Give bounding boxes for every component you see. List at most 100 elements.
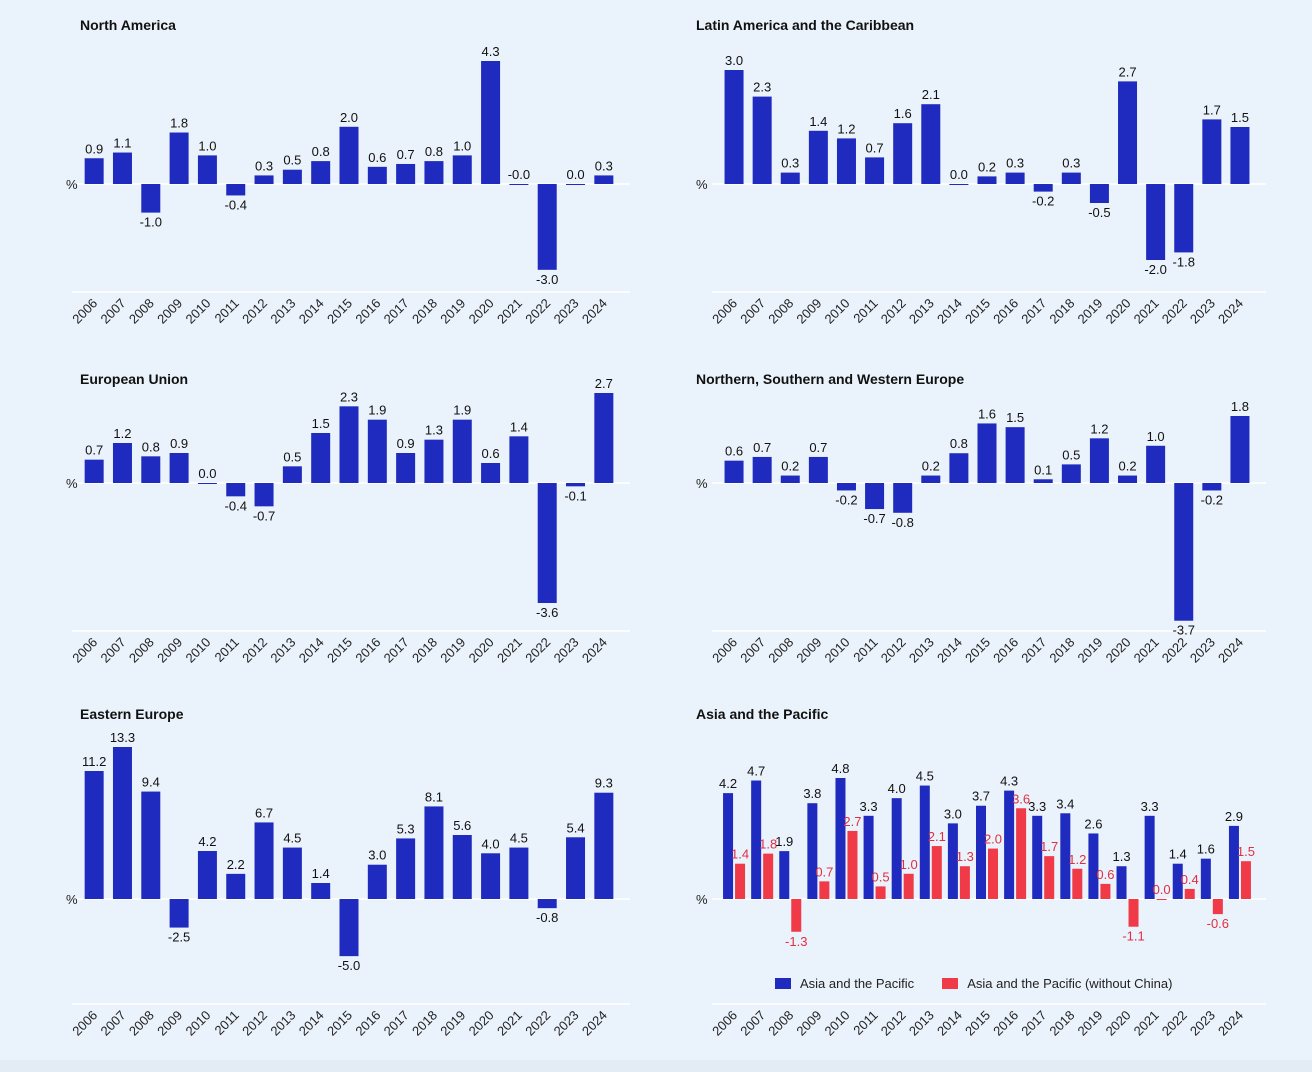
x-tick-label: 2010	[182, 296, 213, 327]
bar	[282, 466, 302, 483]
data-label: 2.3	[753, 80, 771, 95]
x-tick-label: 2014	[934, 296, 965, 327]
x-tick-label: 2023	[551, 1008, 582, 1039]
x-tick-label: 2017	[1018, 296, 1049, 327]
bar	[226, 184, 246, 196]
bar	[311, 161, 331, 184]
data-label: 1.3	[1112, 849, 1130, 864]
bar	[197, 851, 217, 899]
bar	[836, 483, 856, 491]
data-label: 1.9	[368, 403, 386, 418]
bar	[311, 433, 331, 483]
data-label: 1.0	[198, 138, 216, 153]
data-label: 1.2	[1090, 421, 1108, 436]
data-label: -0.2	[1201, 492, 1223, 507]
x-tick-label: 2009	[154, 1008, 185, 1039]
bar	[977, 176, 997, 184]
data-label: 1.5	[1237, 844, 1255, 859]
x-tick-label: 2013	[267, 635, 298, 666]
data-label: 4.5	[510, 831, 528, 846]
bar	[921, 475, 941, 483]
data-label: 0.6	[482, 446, 500, 461]
data-label: 0.0	[198, 466, 216, 481]
data-label: 0.9	[397, 436, 415, 451]
bar	[1060, 813, 1071, 899]
data-label: 0.3	[595, 158, 613, 173]
data-label: -0.4	[225, 498, 247, 513]
bar	[537, 899, 557, 909]
data-label: 5.3	[397, 821, 415, 836]
bar	[1004, 790, 1015, 899]
x-tick-label: 2017	[381, 1008, 412, 1039]
page-footer-strip	[0, 1060, 1312, 1072]
x-tick-label: 2019	[1074, 1008, 1105, 1039]
bar	[1072, 868, 1083, 899]
x-tick-label: 2008	[765, 296, 796, 327]
y-axis-unit-label: %	[696, 177, 708, 192]
x-tick-label: 2023	[1187, 635, 1218, 666]
bar	[254, 822, 274, 899]
chart-panel-latin-america: Latin America and the Caribbean % 3.0 2006…	[696, 17, 1266, 347]
data-label: 0.7	[85, 443, 103, 458]
x-tick-label: 2006	[69, 296, 100, 327]
x-tick-label: 2008	[126, 1008, 157, 1039]
x-tick-label: 2011	[211, 296, 241, 326]
bar	[452, 835, 472, 899]
bar	[1174, 184, 1194, 253]
bar	[1032, 815, 1043, 899]
bar	[1118, 475, 1138, 483]
data-label: 0.0	[1153, 882, 1171, 897]
bar	[735, 863, 746, 899]
legend-item[interactable]: Asia and the Pacific	[775, 976, 914, 991]
bar	[84, 158, 104, 184]
data-label: 3.0	[368, 848, 386, 863]
bar	[808, 130, 828, 184]
x-tick-label: 2008	[765, 635, 796, 666]
data-label: 0.3	[1062, 156, 1080, 171]
y-axis-unit-label: %	[696, 892, 708, 907]
bar	[566, 184, 586, 185]
x-tick-label: 2009	[154, 296, 185, 327]
bar	[141, 184, 161, 213]
x-tick-label: 2016	[990, 635, 1021, 666]
bar	[1156, 899, 1167, 900]
data-label: -1.1	[1122, 929, 1144, 944]
bar	[847, 830, 858, 899]
bar	[1088, 833, 1099, 899]
data-label: 0.4	[1181, 872, 1199, 887]
bar	[481, 61, 501, 184]
x-tick-label: 2011	[850, 635, 880, 665]
data-label: 9.4	[142, 775, 160, 790]
x-tick-label: 2007	[98, 635, 129, 666]
data-label: 1.8	[170, 116, 188, 131]
data-label: -0.6	[1207, 916, 1229, 931]
data-label: 0.9	[170, 436, 188, 451]
bar	[1100, 883, 1111, 899]
data-label: 0.5	[1062, 447, 1080, 462]
bar	[594, 792, 614, 899]
bar	[452, 155, 472, 184]
legend-item[interactable]: Asia and the Pacific (without China)	[942, 976, 1172, 991]
data-label: -0.8	[891, 515, 913, 530]
bar	[226, 873, 246, 899]
data-label: -0.7	[253, 508, 275, 523]
data-label: 1.9	[775, 834, 793, 849]
bar	[1202, 119, 1222, 184]
x-tick-label: 2020	[1103, 1008, 1134, 1039]
x-tick-label: 2021	[494, 1008, 525, 1039]
data-label: -1.8	[1173, 254, 1195, 269]
x-tick-label: 2017	[381, 635, 412, 666]
data-label: 2.6	[1084, 816, 1102, 831]
x-tick-label: 2006	[69, 635, 100, 666]
bar	[779, 851, 790, 899]
bar	[396, 453, 416, 483]
data-label: 4.2	[198, 834, 216, 849]
bar	[903, 873, 914, 899]
bar	[865, 483, 885, 510]
bar	[254, 175, 274, 184]
x-tick-label: 2022	[522, 1008, 553, 1039]
bar	[976, 805, 986, 899]
x-tick-label: 2017	[381, 296, 412, 327]
data-label: 1.0	[900, 857, 918, 872]
bar	[1146, 445, 1166, 483]
